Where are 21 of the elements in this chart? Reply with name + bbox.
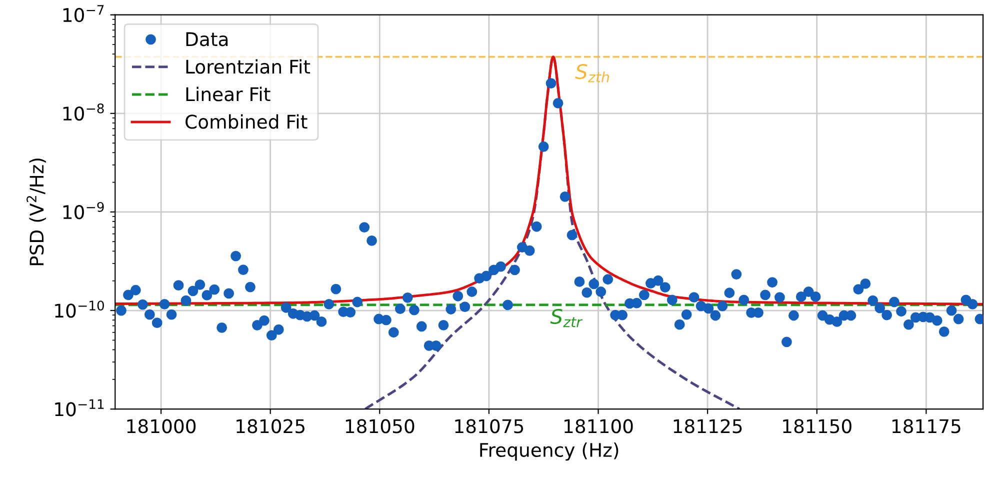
legend-label: Linear Fit — [186, 86, 270, 102]
y-tick-label: 10$^{−10}$ — [55, 300, 104, 318]
x-tick-label: 181175 — [892, 419, 960, 434]
y-tick-label: 10$^{−8}$ — [63, 103, 104, 121]
ref-line-label: S$_{zth}$ — [575, 64, 609, 82]
x-tick-label: 181025 — [236, 419, 304, 434]
y-tick-label: 10$^{−11}$ — [55, 399, 104, 416]
y-tick-label: 10$^{−9}$ — [63, 202, 104, 220]
x-axis-title: Frequency (Hz) — [480, 442, 618, 461]
x-tick-label: 181100 — [564, 419, 633, 434]
x-tick-label: 181075 — [455, 419, 524, 434]
legend-label: Data — [186, 32, 228, 46]
x-tick-label: 181125 — [674, 419, 742, 434]
x-tick-label: 181050 — [346, 419, 414, 434]
y-tick-label: 10$^{−7}$ — [63, 5, 104, 22]
x-tick-label: 181000 — [127, 419, 196, 434]
annotation: S$_{ztr}$ — [550, 308, 583, 328]
legend-label: Combined Fit — [186, 114, 308, 129]
y-axis-title: PSD (V$^{2}$/Hz) — [26, 158, 46, 266]
legend-label: Lorentzian Fit — [186, 59, 310, 74]
x-tick-label: 181150 — [783, 419, 852, 434]
